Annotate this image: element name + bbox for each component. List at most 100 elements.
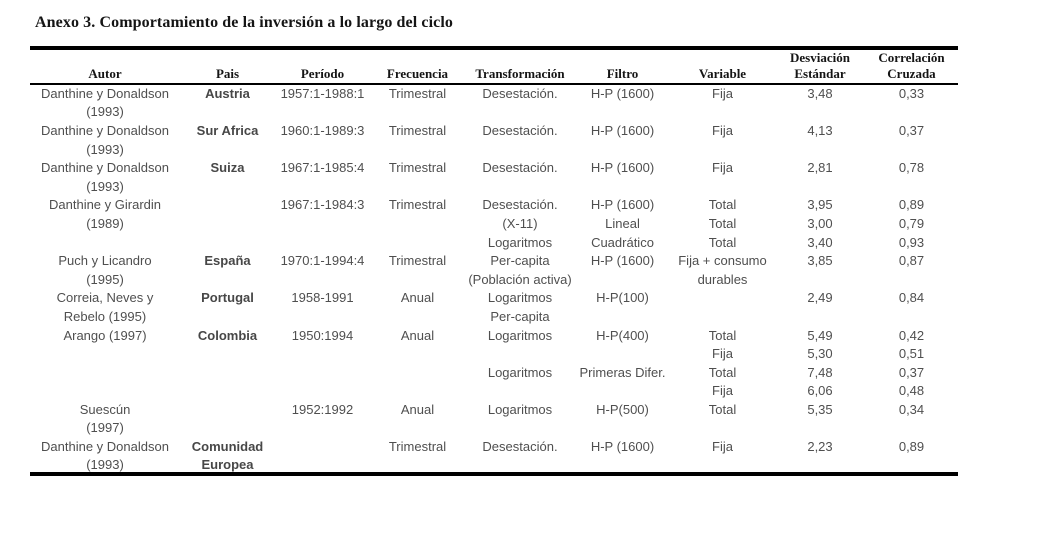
- cell-desviacion_estandar: 3,85: [807, 253, 833, 269]
- table-row: Danthine y Donaldson Comunidad Trimestral D…: [30, 437, 958, 456]
- cell-desviacion_estandar: 2,49: [807, 290, 833, 306]
- cell-frecuencia: Anual: [400, 401, 435, 417]
- cell-desviacion_estandar: 5,35: [807, 401, 833, 417]
- cell-transformacion: Desestación.: [482, 439, 558, 455]
- cell-filtro: [575, 419, 670, 438]
- cell-frecuencia: Trimestral: [388, 253, 447, 269]
- cell-periodo: [275, 307, 370, 326]
- cell-transformacion: [465, 419, 575, 438]
- cell-correlacion_cruzada: [865, 140, 958, 159]
- cell-frecuencia: [370, 382, 465, 401]
- cell-autor: Danthine y Girardin: [49, 197, 161, 213]
- cell-frecuencia: Trimestral: [388, 197, 447, 213]
- cell-periodo: 1967:1-1984:3: [280, 197, 365, 213]
- cell-transformacion: Logaritmos: [487, 401, 553, 417]
- cell-variable: Total: [708, 215, 737, 231]
- cell-variable: durables: [697, 271, 748, 287]
- table-row: Arango (1997) Colombia 1950:1994 Anual Logar…: [30, 326, 958, 345]
- table-row: Fija 5,30 0,51: [30, 344, 958, 363]
- cell-frecuencia: [370, 140, 465, 159]
- cell-periodo: [275, 177, 370, 196]
- cell-frecuencia: [370, 103, 465, 122]
- cell-desviacion_estandar: 7,48: [807, 364, 833, 380]
- column-header-filtro: [575, 48, 670, 66]
- cell-variable: [670, 140, 775, 159]
- cell-desviacion_estandar: [775, 177, 865, 196]
- column-header-desviacion_estandar: Estándar: [794, 66, 846, 81]
- cell-variable: [670, 177, 775, 196]
- cell-frecuencia: Trimestral: [388, 160, 447, 176]
- cell-correlacion_cruzada: 0,89: [898, 439, 925, 455]
- annex-title: Anexo 3. Comportamiento de la inversión …: [35, 14, 453, 31]
- cell-pais: Colombia: [197, 327, 258, 343]
- column-header-variable: Variable: [698, 66, 747, 81]
- cell-transformacion: [465, 177, 575, 196]
- cell-filtro: H-P (1600): [590, 197, 655, 213]
- cell-autor: Arango (1997): [63, 327, 147, 343]
- table-row: Danthine y Girardin 1967:1-1984:3 Trimestr…: [30, 196, 958, 215]
- cell-pais: España: [204, 253, 251, 269]
- cell-pais: [180, 270, 275, 289]
- header-row: Desviación Correlación: [30, 48, 958, 66]
- cell-variable: Total: [708, 364, 737, 380]
- cell-filtro: H-P(500): [596, 401, 649, 417]
- cell-correlacion_cruzada: [865, 307, 958, 326]
- column-header-autor: [30, 48, 180, 66]
- cell-pais: [180, 177, 275, 196]
- cell-transformacion: Logaritmos: [487, 327, 553, 343]
- cell-frecuencia: [370, 363, 465, 382]
- cell-correlacion_cruzada: [865, 177, 958, 196]
- cell-pais: [180, 344, 275, 363]
- cell-variable: [670, 456, 775, 475]
- cell-filtro: [575, 456, 670, 475]
- cell-pais: Comunidad: [191, 439, 264, 455]
- cell-transformacion: Desestación.: [482, 160, 558, 176]
- cell-autor: [30, 233, 180, 252]
- cell-variable: Fija: [712, 160, 733, 176]
- cell-correlacion_cruzada: 0,37: [898, 364, 925, 380]
- column-header-correlacion_cruzada: Cruzada: [887, 66, 936, 81]
- table-row: (1993): [30, 140, 958, 159]
- cell-autor: (1993): [86, 456, 124, 472]
- cell-filtro: [575, 344, 670, 363]
- cell-desviacion_estandar: 3,48: [807, 86, 833, 102]
- cell-desviacion_estandar: 3,40: [807, 234, 833, 250]
- cell-correlacion_cruzada: [865, 270, 958, 289]
- cell-periodo: 1967:1-1985:4: [280, 160, 365, 176]
- cell-transformacion: [465, 382, 575, 401]
- header-row: Autor Pais Período Frecuencia Transformación…: [30, 66, 958, 84]
- cell-periodo: [275, 437, 370, 456]
- cell-pais: [180, 419, 275, 438]
- cell-transformacion: Logaritmos: [487, 290, 553, 306]
- cell-pais: [180, 196, 275, 215]
- table-row: (1989) (X-11) Lineal Total 3,00 0,79: [30, 214, 958, 233]
- cell-filtro: [575, 177, 670, 196]
- table-body: Danthine y Donaldson Austria 1957:1-1988:1…: [30, 84, 958, 474]
- table-row: Correia, Neves y Portugal 1958-1991 Anual Lo…: [30, 289, 958, 308]
- cell-transformacion: Logaritmos: [487, 234, 553, 250]
- cell-transformacion: (X-11): [502, 215, 538, 231]
- cell-autor: (1995): [86, 271, 124, 287]
- cell-periodo: [275, 456, 370, 475]
- cell-variable: [670, 419, 775, 438]
- cell-periodo: 1950:1994: [291, 327, 354, 343]
- cell-filtro: H-P (1600): [590, 439, 655, 455]
- cell-frecuencia: [370, 307, 465, 326]
- cell-pais: [180, 214, 275, 233]
- cell-pais: Austria: [205, 86, 250, 102]
- cell-desviacion_estandar: 4,13: [807, 122, 833, 138]
- cell-frecuencia: [370, 344, 465, 363]
- cell-correlacion_cruzada: 0,33: [898, 86, 925, 102]
- cell-autor: (1989): [86, 215, 124, 231]
- cell-desviacion_estandar: 2,23: [807, 439, 833, 455]
- cell-transformacion: Desestación.: [482, 86, 558, 102]
- cell-frecuencia: [370, 270, 465, 289]
- cell-correlacion_cruzada: 0,51: [898, 346, 925, 362]
- table-row: Logaritmos Primeras Difer. Total 7,48 0,37: [30, 363, 958, 382]
- cell-pais: [180, 307, 275, 326]
- cell-variable: Fija: [712, 383, 733, 399]
- cell-filtro: Primeras Difer.: [579, 364, 666, 380]
- cell-pais: Portugal: [201, 290, 254, 306]
- cell-periodo: 1957:1-1988:1: [280, 86, 365, 102]
- cell-desviacion_estandar: 6,06: [807, 383, 833, 399]
